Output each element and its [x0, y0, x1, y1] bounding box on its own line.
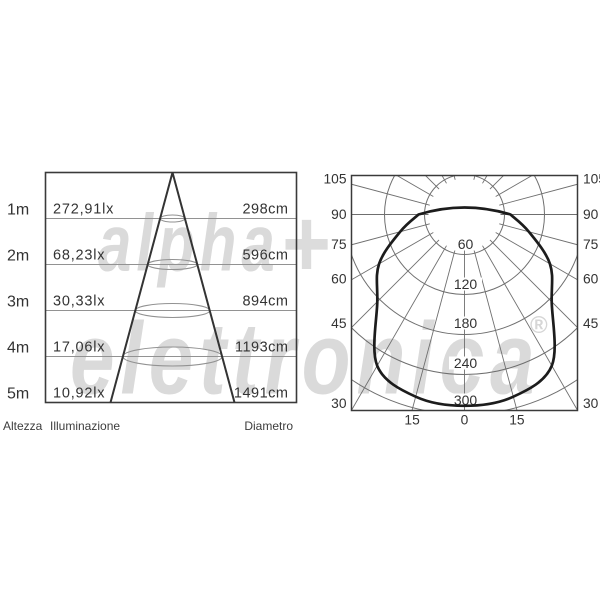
polar-angle-ray — [351, 239, 440, 328]
polar-diagram-frame — [350, 174, 579, 412]
polar-radial-arc — [351, 175, 578, 335]
cone-diameter-value: 1491cm — [234, 386, 289, 402]
polar-angle-label-right: 30 — [583, 396, 599, 411]
cone-diameter-value: 298cm — [242, 202, 288, 218]
polar-radial-label: 120 — [454, 276, 478, 292]
polar-radial-arc — [384, 175, 545, 295]
polar-angle-label-left: 30 — [331, 396, 347, 411]
polar-angle-label-bottom: 15 — [509, 413, 525, 428]
polar-angle-ray — [499, 183, 578, 206]
polar-angle-label-left: 90 — [331, 207, 347, 222]
watermark-brand-line1: alpha — [98, 196, 280, 289]
polar-angle-ray — [411, 249, 456, 411]
radial-label-backing — [449, 316, 482, 330]
polar-angle-label-left: 75 — [331, 237, 347, 252]
polar-radial-arc — [424, 175, 505, 255]
polar-angle-ray — [351, 245, 447, 411]
illumination-cone-diagram: 1m 272,91lx 298cm 2m 68,23lx 596cm 3m 30,33lx 89… — [7, 171, 298, 404]
watermark-logo-symbol: + — [282, 188, 331, 300]
polar-angle-label-right: 105 — [583, 171, 600, 186]
polar-angle-label-right: 60 — [583, 271, 599, 286]
cone-column-header-illuminazione: Illuminazione — [50, 419, 121, 433]
cone-lux-value: 10,92lx — [53, 386, 105, 402]
polar-angle-label-left: 45 — [331, 316, 347, 331]
cone-diagram-frame — [44, 171, 298, 404]
polar-angle-ray — [441, 175, 447, 184]
polar-angle-ray — [499, 223, 578, 246]
cone-column-header-altezza: Altezza — [3, 419, 43, 433]
cone-diameter-value: 1193cm — [235, 340, 289, 356]
cone-lux-value: 30,33lx — [53, 294, 105, 310]
cone-height-label: 3m — [7, 294, 29, 311]
cone-lux-value: 272,91lx — [53, 202, 114, 218]
registered-trademark-glyph: ® — [530, 312, 548, 339]
polar-radial-label: 60 — [458, 236, 474, 252]
polar-angle-ray — [425, 175, 440, 190]
polar-photometric-diagram: 6012018024030010510590907575606045453030… — [323, 171, 600, 428]
photometric-intensity-curve — [372, 206, 557, 408]
polar-angle-ray — [351, 232, 434, 281]
cone-height-label: 2m — [7, 248, 29, 265]
polar-angle-ray — [495, 232, 578, 281]
polar-angle-label-bottom: 15 — [404, 413, 420, 428]
polar-angle-ray — [351, 183, 430, 206]
polar-angle-label-right: 75 — [583, 237, 599, 252]
cone-lux-value: 17,06lx — [53, 340, 105, 356]
cone-column-header-diametro: Diametro — [244, 419, 293, 433]
polar-angle-ray — [489, 239, 578, 328]
polar-angle-ray — [482, 175, 488, 184]
cone-height-label: 4m — [7, 340, 29, 357]
polar-angle-label-left: 105 — [323, 171, 346, 186]
radial-label-backing — [449, 393, 482, 407]
watermark-text-alpha: alpha — [98, 197, 280, 288]
cone-diameter-value: 894cm — [242, 294, 288, 310]
watermark-plus-glyph: + — [282, 189, 332, 298]
cone-height-label: 1m — [7, 202, 29, 219]
radial-label-backing — [453, 237, 478, 251]
beam-edge-left — [109, 172, 174, 403]
cone-height-label: 5m — [7, 386, 29, 403]
cone-lux-value: 68,23lx — [53, 248, 105, 264]
polar-angle-label-right: 90 — [583, 207, 599, 222]
polar-angle-label-right: 45 — [583, 316, 599, 331]
polar-angle-label-bottom: 0 — [461, 413, 469, 428]
cone-diameter-value: 596cm — [242, 248, 288, 264]
polar-angle-label-left: 60 — [331, 271, 347, 286]
polar-radial-label: 180 — [454, 315, 478, 331]
polar-grid — [351, 175, 578, 411]
polar-radial-label: 300 — [454, 392, 478, 408]
polar-angle-ray — [495, 175, 533, 197]
polar-angle-ray — [351, 223, 430, 246]
polar-angle-ray — [482, 245, 578, 411]
beam-edge-right — [171, 172, 236, 403]
radial-label-backing — [449, 356, 482, 370]
polar-radial-label: 240 — [454, 355, 478, 371]
polar-angle-ray — [473, 249, 518, 411]
watermark-registered-mark: ® — [530, 312, 548, 340]
polar-angle-ray — [396, 175, 434, 197]
polar-angle-ray — [489, 175, 504, 190]
polar-radial-arc — [351, 326, 578, 375]
radial-label-backing — [449, 277, 482, 291]
